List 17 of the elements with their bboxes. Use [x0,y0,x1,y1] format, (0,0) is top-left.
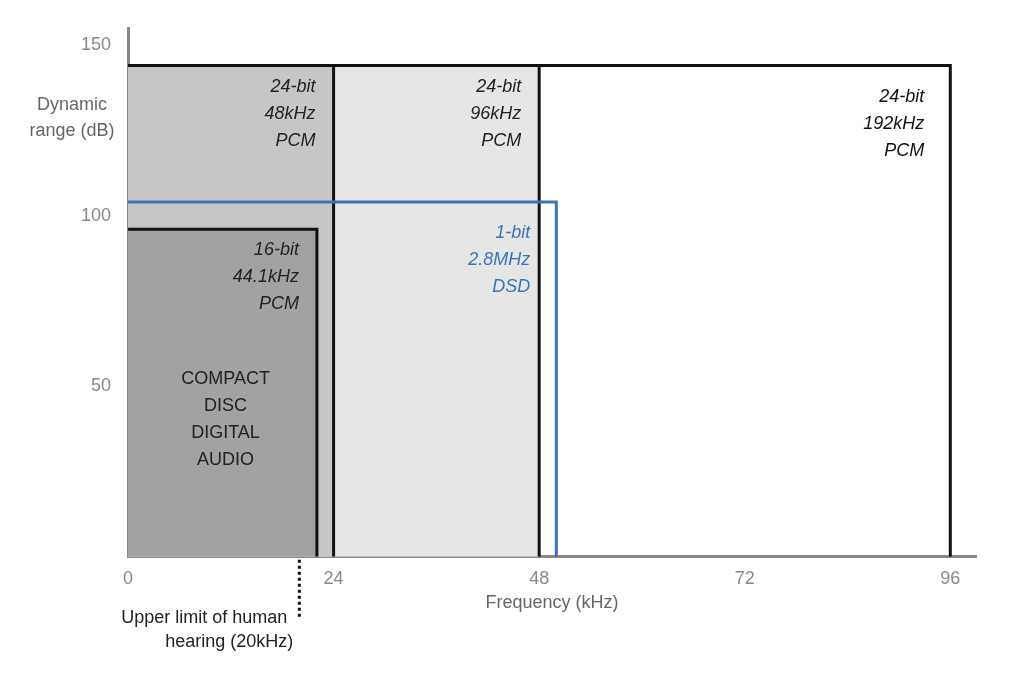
y-tick-label: 50 [91,375,112,396]
series-label: 24-bit 192kHz PCM [863,85,926,160]
ref-line-label: Upper limit of human hearing (20kHz) [121,606,294,651]
y-tick-label: 100 [80,204,112,225]
annotation: COMPACT DISC DIGITAL AUDIO [181,367,270,469]
x-tick-label: 96 [940,567,961,588]
y-tick-label: 150 [80,34,112,55]
series-label: 24-bit 96kHz PCM [470,75,523,150]
y-axis-title: Dynamic range (dB) [29,94,115,141]
x-tick-label: 24 [323,567,344,588]
x-tick-label: 48 [529,567,550,588]
x-axis-title: Frequency (kHz) [485,592,619,613]
series-label: 24-bit 48kHz PCM [264,75,317,150]
x-tick-label: 72 [734,567,755,588]
series-label: 16-bit 44.1kHz PCM [232,239,300,314]
x-tick-label: 0 [123,567,134,588]
series-label: 1-bit 2.8MHz DSD [467,221,532,296]
